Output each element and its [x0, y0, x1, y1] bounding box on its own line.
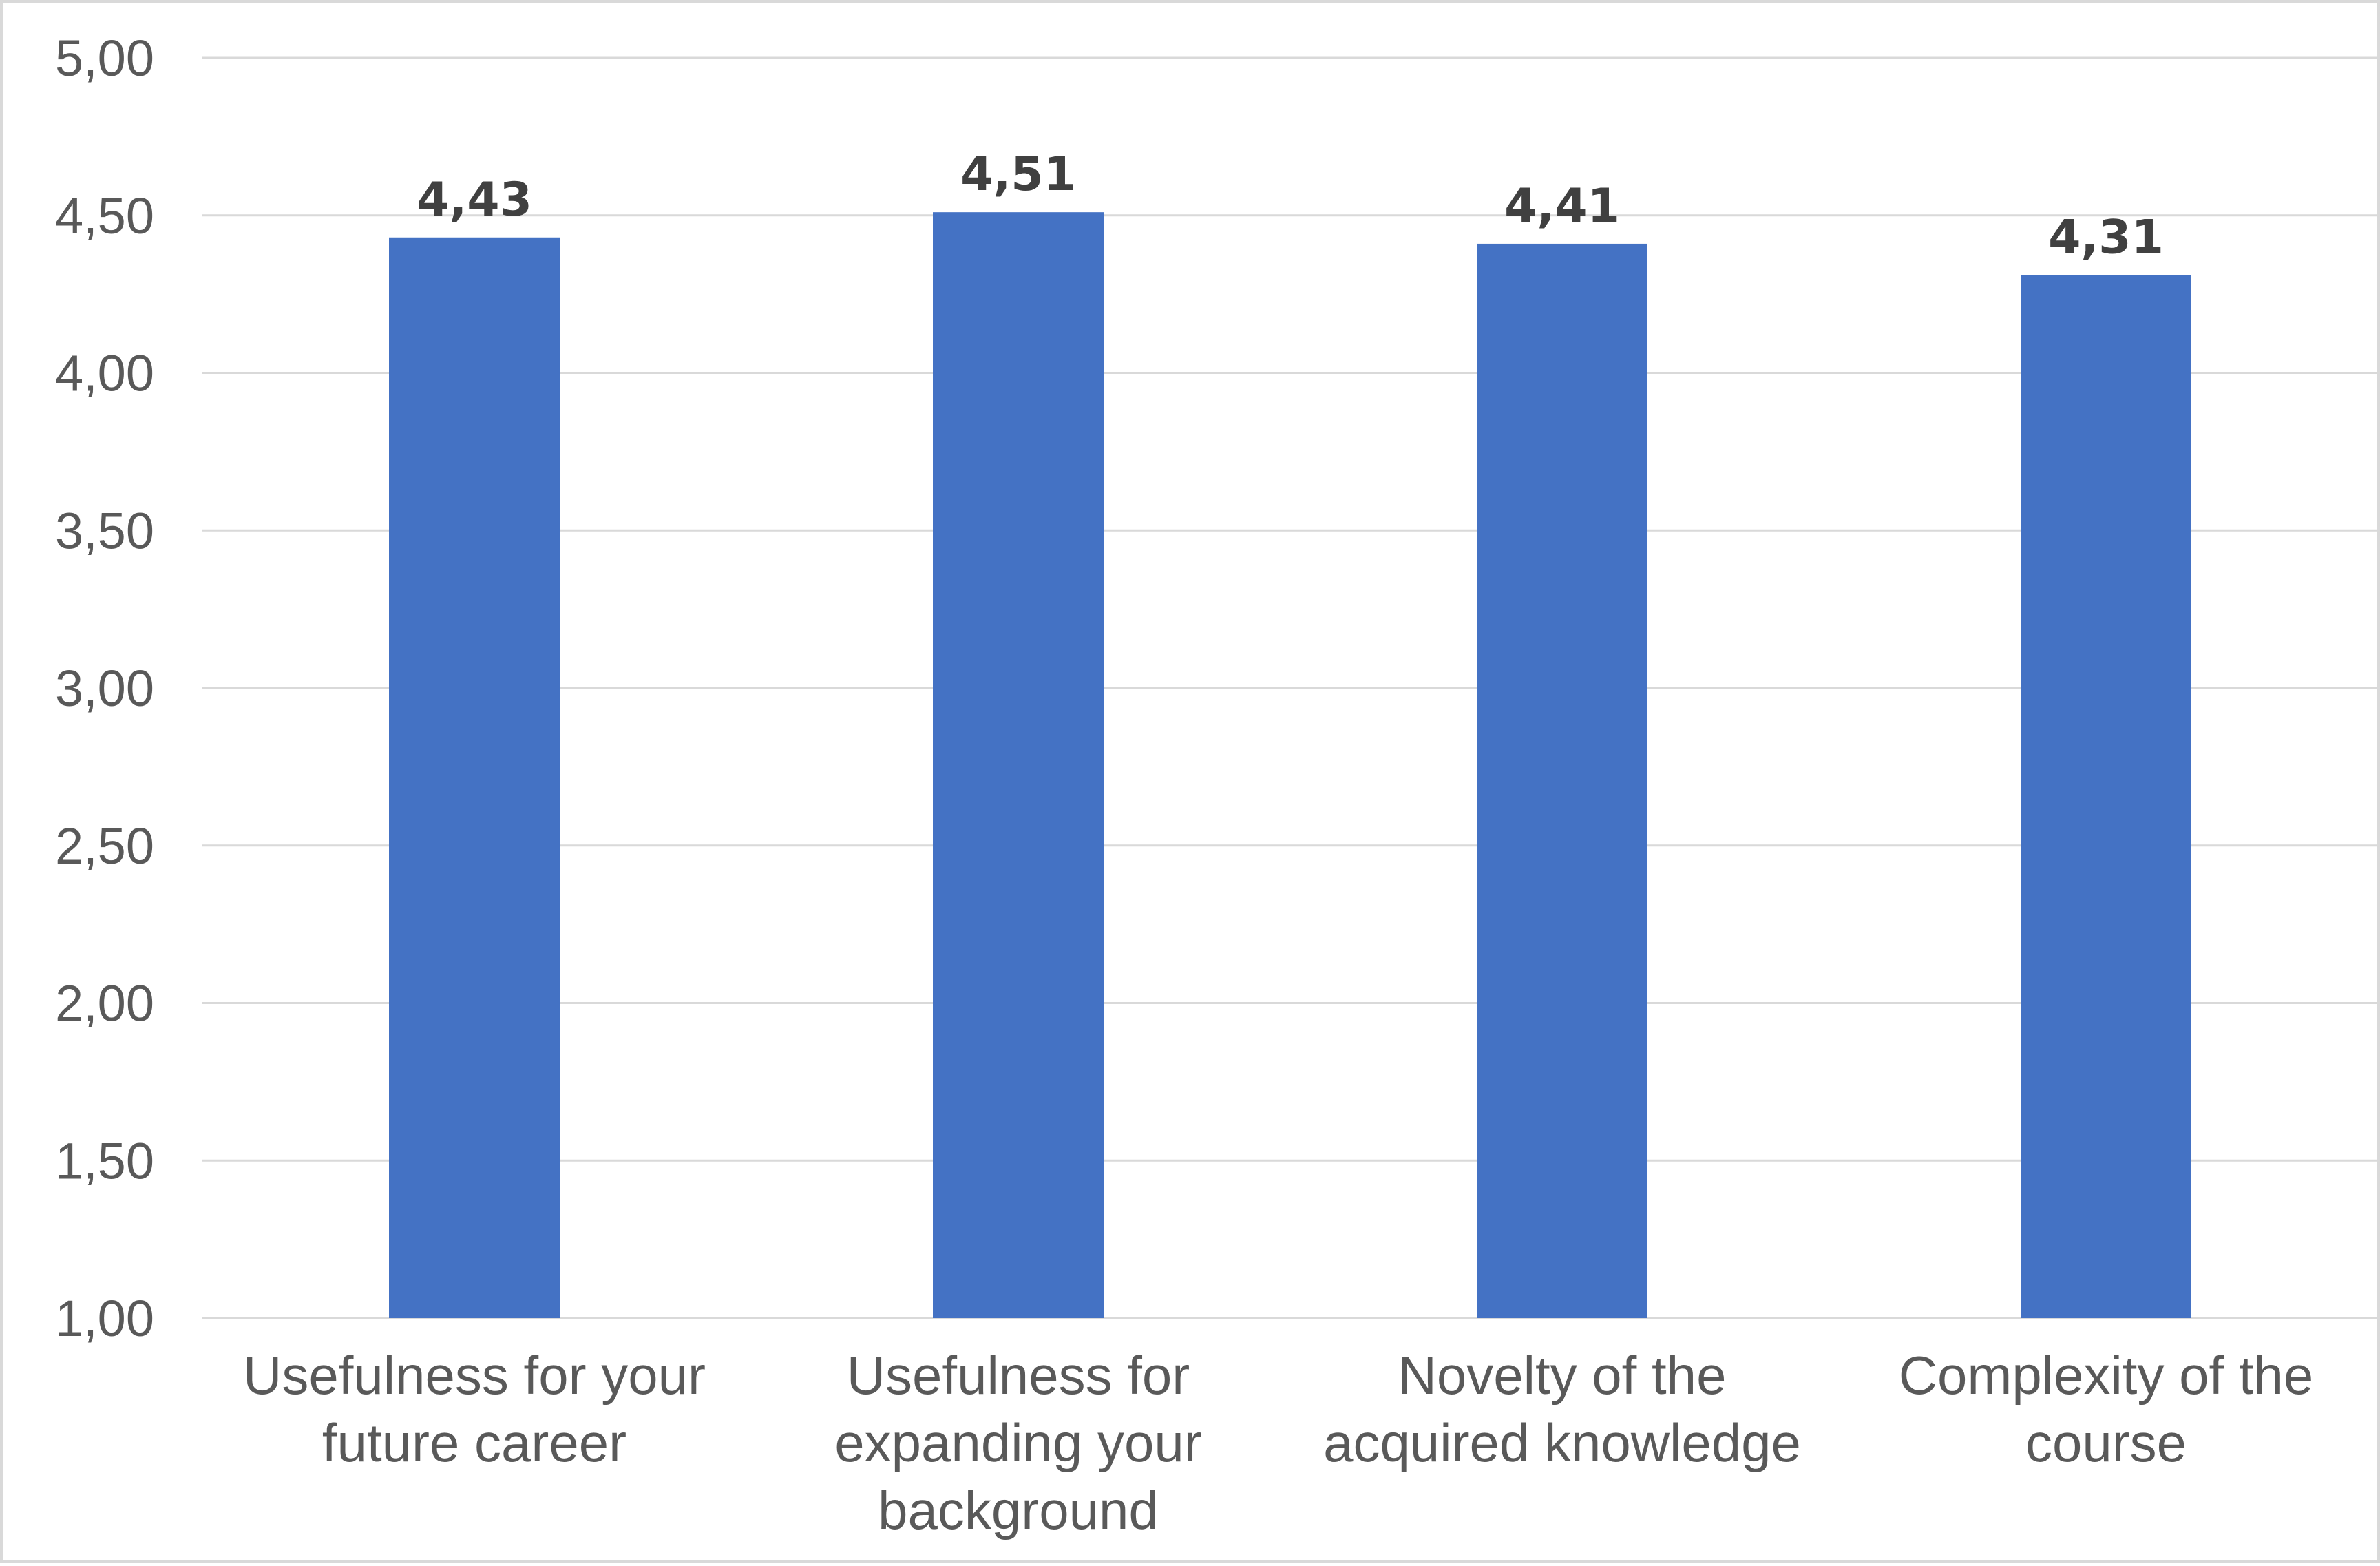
x-category-label: Complexity of the course	[1899, 1345, 2314, 1473]
y-tick-label: 3,00	[55, 660, 154, 717]
x-category-label-line: acquired knowledge	[1323, 1412, 1801, 1473]
y-tick-label: 1,50	[55, 1132, 154, 1189]
data-label: 4,43	[417, 173, 532, 227]
y-tick-label: 3,50	[55, 502, 154, 559]
y-tick-label: 4,50	[55, 187, 154, 244]
bar	[933, 212, 1104, 1318]
x-category-label-line: Novelty of the	[1398, 1345, 1727, 1406]
x-category-label-line: course	[2025, 1412, 2187, 1473]
x-category-label-line: Complexity of the	[1899, 1345, 2314, 1406]
data-label: 4,41	[1504, 179, 1620, 233]
bar	[389, 237, 560, 1318]
y-tick-label: 4,00	[55, 345, 154, 402]
y-tick-label: 5,00	[55, 30, 154, 87]
x-category-label-line: background	[878, 1480, 1159, 1541]
chart-canvas: 1,00 1,50 2,00 2,50 3,00 3,50 4,00 4,50 5,00 4,43…	[55, 30, 2378, 1541]
x-category-label: Usefulness for expanding your background	[834, 1345, 1201, 1541]
x-category-label-line: expanding your	[834, 1412, 1201, 1473]
data-label: 4,51	[960, 147, 1076, 202]
x-category-label-line: future career	[322, 1412, 626, 1473]
x-category-label-line: Usefulness for your	[243, 1345, 706, 1406]
x-category-label: Novelty of the acquired knowledge	[1323, 1345, 1801, 1473]
bar	[2021, 275, 2191, 1318]
x-category-label: Usefulness for your future career	[243, 1345, 706, 1473]
y-tick-label: 1,00	[55, 1290, 154, 1347]
bar	[1477, 243, 1647, 1318]
data-label: 4,31	[2048, 211, 2164, 265]
y-tick-label: 2,00	[55, 975, 154, 1032]
y-tick-label: 2,50	[55, 817, 154, 875]
x-category-label-line: Usefulness for	[847, 1345, 1190, 1406]
